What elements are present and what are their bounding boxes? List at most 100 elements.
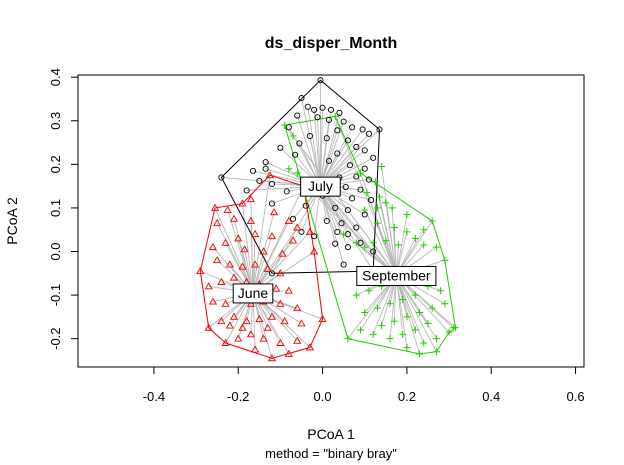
september-point	[375, 193, 383, 201]
september-point	[281, 121, 289, 129]
june-point	[267, 312, 277, 320]
july-point	[361, 147, 368, 154]
july-point	[268, 180, 276, 188]
y-tick-label: -0.2	[48, 327, 63, 349]
june-point	[246, 330, 255, 338]
june-point	[204, 323, 213, 331]
september-point	[344, 335, 352, 343]
june-point	[196, 266, 205, 275]
july-point	[262, 165, 269, 172]
y-tick-label: 0.2	[48, 155, 63, 173]
september-point	[403, 210, 411, 218]
september-point	[432, 335, 440, 343]
july-point	[353, 143, 360, 150]
june-point	[229, 273, 239, 281]
june-point	[267, 232, 277, 240]
september-point	[382, 237, 390, 245]
july-point	[346, 162, 354, 169]
september-point	[378, 322, 386, 330]
x-axis: -0.4 -0.2 0.0 0.2 0.4 0.6	[143, 366, 585, 404]
july-point	[311, 106, 318, 113]
july-point	[292, 151, 299, 158]
july-point	[317, 77, 324, 84]
spider-line-july	[313, 109, 321, 187]
june-point	[293, 336, 302, 344]
june-point	[225, 260, 234, 268]
september-point	[420, 241, 428, 249]
july-point	[323, 217, 330, 225]
x-tick-label: 0.6	[567, 389, 585, 404]
september-point	[371, 178, 379, 186]
hull-june	[199, 174, 324, 359]
september-point	[369, 239, 377, 247]
spider-line-september	[379, 196, 397, 276]
spider-line-september	[395, 275, 437, 352]
centroid-label-june: June	[232, 283, 274, 304]
june-point	[269, 208, 279, 216]
june-point	[284, 286, 293, 294]
september-point	[331, 112, 339, 120]
september-point	[373, 204, 381, 212]
september-point	[363, 189, 371, 197]
july-point	[338, 220, 345, 227]
june-point	[229, 214, 239, 222]
july-point	[332, 240, 339, 247]
july-point	[334, 150, 341, 157]
june-point	[251, 260, 260, 268]
spider-line-september	[334, 116, 397, 276]
july-point	[268, 200, 276, 207]
june-point	[305, 227, 314, 235]
july-point	[296, 140, 303, 147]
september-point	[386, 335, 394, 343]
september-point	[388, 204, 396, 212]
june-point	[221, 238, 230, 246]
july-point	[311, 233, 318, 240]
july-point	[298, 95, 305, 102]
september-point	[289, 132, 297, 140]
july-point	[332, 204, 339, 211]
spider-line-july	[320, 112, 340, 187]
july-point	[334, 228, 341, 235]
june-point	[217, 317, 226, 325]
july-point	[218, 174, 225, 181]
june-point	[208, 242, 218, 251]
june-point	[238, 262, 247, 270]
july-point	[334, 127, 341, 134]
july-point	[289, 215, 297, 222]
june-point	[213, 218, 222, 227]
september-point	[357, 169, 365, 177]
june-point	[223, 205, 232, 214]
y-tick-label: 0.0	[48, 242, 63, 260]
spider-line-september	[389, 275, 397, 339]
june-point	[210, 203, 220, 211]
july-point	[304, 103, 311, 110]
july-point	[361, 165, 368, 172]
x-tick-label: -0.4	[143, 389, 165, 404]
june-point	[263, 264, 272, 272]
june-point	[238, 323, 247, 331]
july-point	[327, 106, 335, 113]
june-point	[208, 297, 218, 305]
june-point	[246, 216, 255, 224]
june-point	[221, 299, 230, 307]
september-point	[416, 309, 424, 317]
june-point	[259, 334, 268, 342]
x-axis-label: PCoA 1	[307, 426, 355, 442]
centroid-label-text: September	[362, 267, 431, 283]
method-subtitle: method = "binary bray"	[265, 446, 397, 461]
july-point	[277, 144, 284, 151]
september-point	[394, 241, 402, 249]
july-point	[336, 109, 343, 116]
july-point	[349, 124, 356, 131]
june-point	[265, 171, 274, 179]
june-point	[204, 282, 213, 290]
september-point	[373, 304, 381, 312]
x-tick-label: 0.4	[482, 389, 500, 404]
centroid-label-text: July	[308, 178, 333, 194]
june-point	[267, 354, 277, 362]
june-point	[238, 199, 247, 207]
september-point	[361, 206, 369, 214]
centroid-label-box	[300, 176, 341, 197]
september-point	[420, 226, 428, 234]
